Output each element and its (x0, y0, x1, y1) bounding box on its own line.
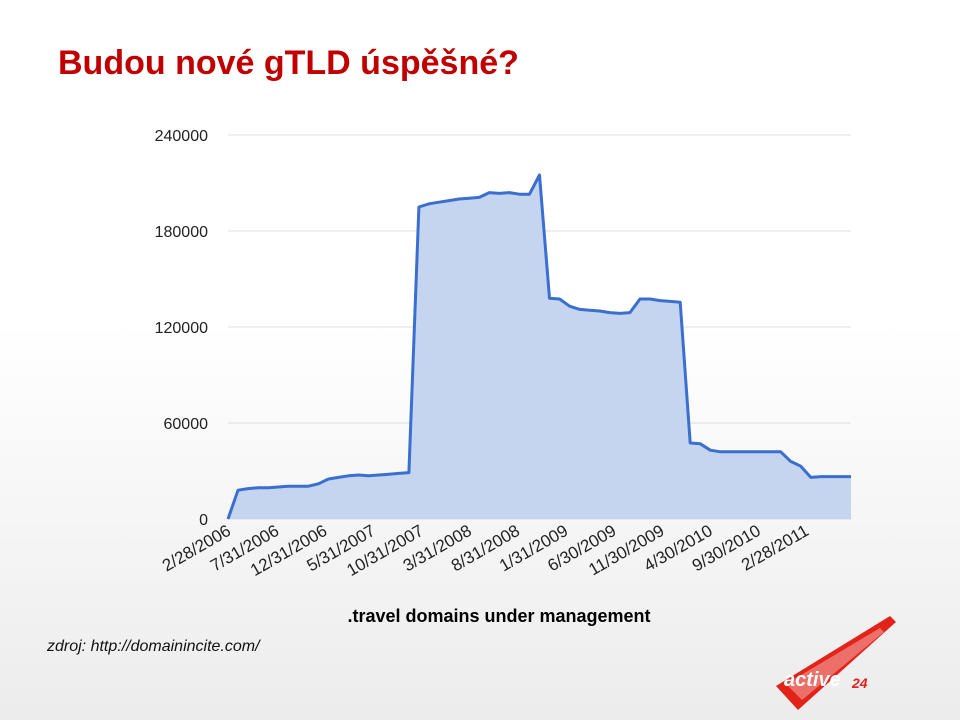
logo-wordmark: active (784, 669, 841, 691)
logo-number: 24 (851, 675, 868, 691)
logo-swoosh (776, 616, 896, 710)
y-tick-label: 120000 (155, 320, 208, 337)
series-layer (226, 173, 851, 520)
x-axis-label: .travel domains under management (347, 606, 650, 626)
series-line (226, 173, 851, 520)
y-tick-label: 60000 (164, 416, 209, 433)
slide-title: Budou nové gTLD úspěšné? (58, 44, 519, 82)
active24-logo: active 24 (776, 616, 896, 710)
y-tick-label: 180000 (155, 224, 208, 241)
x-axis-tick-labels: 2/28/20067/31/200612/31/20065/31/200710/… (159, 521, 812, 580)
y-tick-label: 0 (199, 512, 208, 529)
y-tick-label: 240000 (155, 128, 208, 145)
y-axis-tick-labels: 0 60000 120000 180000 240000 (155, 128, 208, 529)
series-area (228, 175, 851, 519)
source-note: zdroj: http://domainincite.com/ (47, 638, 260, 655)
